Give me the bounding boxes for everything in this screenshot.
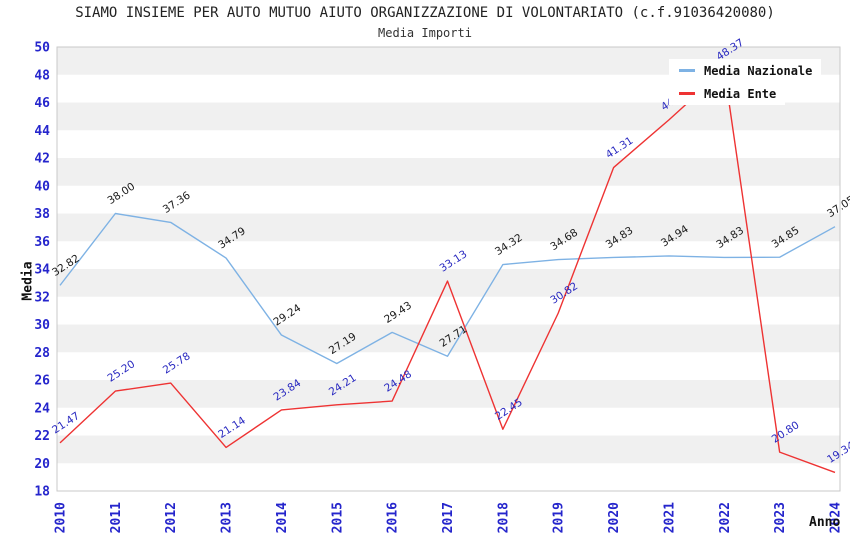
y-tick-label: 38 — [34, 207, 50, 222]
x-tick-label: 2010 — [54, 502, 69, 533]
y-tick-label: 34 — [34, 263, 50, 278]
y-axis-title: Media — [20, 261, 36, 301]
chart-subtitle: Media Importi — [378, 26, 472, 40]
y-tick-label: 44 — [34, 124, 50, 139]
y-tick-label: 26 — [34, 374, 50, 389]
legend-item: Media Nazionale — [669, 59, 822, 82]
data-label: 25.78 — [161, 350, 193, 376]
x-tick-label: 2016 — [386, 502, 401, 533]
data-label: 21.47 — [50, 410, 82, 436]
y-tick-label: 24 — [34, 401, 50, 416]
x-tick-label: 2023 — [773, 502, 788, 533]
grid-band — [57, 380, 840, 408]
grid-band — [57, 158, 840, 186]
grid-band — [57, 102, 840, 131]
data-label: 37.05 — [825, 194, 850, 220]
y-tick-label: 22 — [34, 429, 50, 444]
x-tick-label: 2017 — [441, 502, 456, 533]
x-tick-label: 2012 — [164, 502, 179, 533]
data-label: 41.31 — [604, 135, 636, 161]
y-tick-label: 18 — [34, 485, 50, 500]
data-label: 29.43 — [382, 299, 414, 325]
chart-legend: Media Nazionale Media Ente — [669, 59, 822, 105]
series-line-media-nazionale — [59, 212, 836, 365]
data-label: 37.36 — [161, 189, 193, 216]
x-tick-label: 2019 — [552, 502, 567, 533]
x-tick-label: 2024 — [829, 502, 844, 533]
x-tick-label: 2013 — [220, 502, 235, 533]
x-tick-label: 2022 — [718, 502, 733, 533]
x-tick-label: 2020 — [607, 502, 622, 533]
y-tick-label: 48 — [34, 68, 50, 83]
x-tick-label: 2018 — [496, 502, 511, 533]
chart-title: SIAMO INSIEME PER AUTO MUTUO AIUTO ORGAN… — [75, 5, 775, 21]
grid-band — [57, 213, 840, 242]
legend-label: Media Nazionale — [704, 63, 813, 78]
legend-item: Media Ente — [669, 82, 786, 105]
x-tick-label: 2015 — [330, 502, 345, 533]
y-tick-label: 46 — [34, 96, 50, 111]
y-tick-label: 40 — [34, 179, 50, 194]
legend-line-icon — [679, 92, 695, 95]
x-tick-label: 2021 — [662, 502, 677, 533]
legend-line-icon — [679, 69, 695, 72]
y-tick-label: 42 — [34, 152, 50, 167]
y-tick-label: 20 — [34, 457, 50, 472]
grid-band — [57, 435, 840, 464]
grid-band — [57, 324, 840, 353]
y-tick-label: 50 — [34, 41, 50, 56]
x-tick-label: 2014 — [275, 502, 290, 533]
x-axis-title: Anno — [809, 515, 841, 530]
legend-label: Media Ente — [704, 86, 777, 101]
x-tick-label: 2011 — [109, 502, 124, 533]
y-tick-label: 28 — [34, 346, 50, 361]
y-tick-label: 30 — [34, 318, 50, 333]
plot-border — [56, 46, 841, 492]
y-tick-label: 36 — [34, 235, 50, 250]
y-tick-label: 32 — [34, 290, 50, 305]
